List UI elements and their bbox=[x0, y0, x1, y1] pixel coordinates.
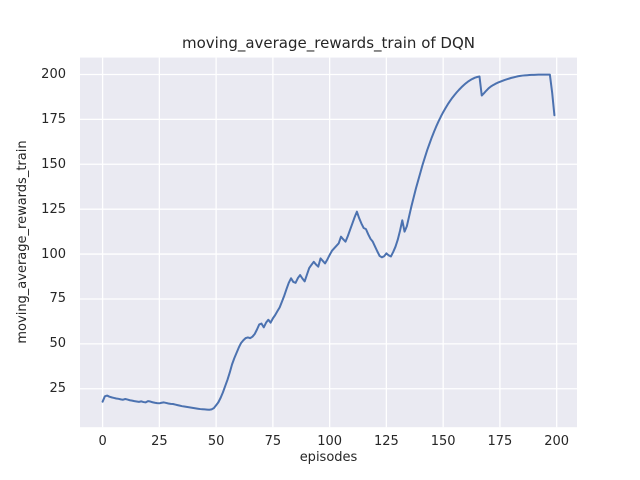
x-tick-label: 175 bbox=[487, 434, 513, 449]
x-tick-label: 25 bbox=[151, 434, 168, 449]
x-tick-label: 200 bbox=[544, 434, 570, 449]
y-tick-label: 125 bbox=[41, 201, 66, 217]
y-tick-label: 200 bbox=[41, 66, 66, 82]
y-tick-label: 75 bbox=[49, 291, 66, 307]
x-tick-label: 125 bbox=[373, 434, 399, 449]
x-tick-label: 50 bbox=[207, 434, 225, 449]
y-tick-label: 150 bbox=[41, 156, 66, 172]
y-tick-label: 25 bbox=[49, 381, 66, 397]
x-tick-label: 150 bbox=[430, 434, 456, 449]
y-tick-label: 175 bbox=[41, 111, 66, 127]
x-tick-label: 100 bbox=[317, 434, 343, 449]
chart-title: moving_average_rewards_train of DQN bbox=[181, 34, 476, 52]
plot-background bbox=[80, 57, 577, 428]
y-tick-label: 100 bbox=[41, 246, 66, 262]
y-tick-label: 50 bbox=[49, 336, 66, 352]
y-axis-label: moving_average_rewards_train bbox=[15, 140, 30, 344]
x-tick-label: 75 bbox=[264, 434, 282, 449]
x-tick-label: 0 bbox=[98, 434, 107, 449]
x-axis-label: episodes bbox=[299, 450, 358, 465]
line-series-moving-average-rewards bbox=[101, 73, 556, 411]
